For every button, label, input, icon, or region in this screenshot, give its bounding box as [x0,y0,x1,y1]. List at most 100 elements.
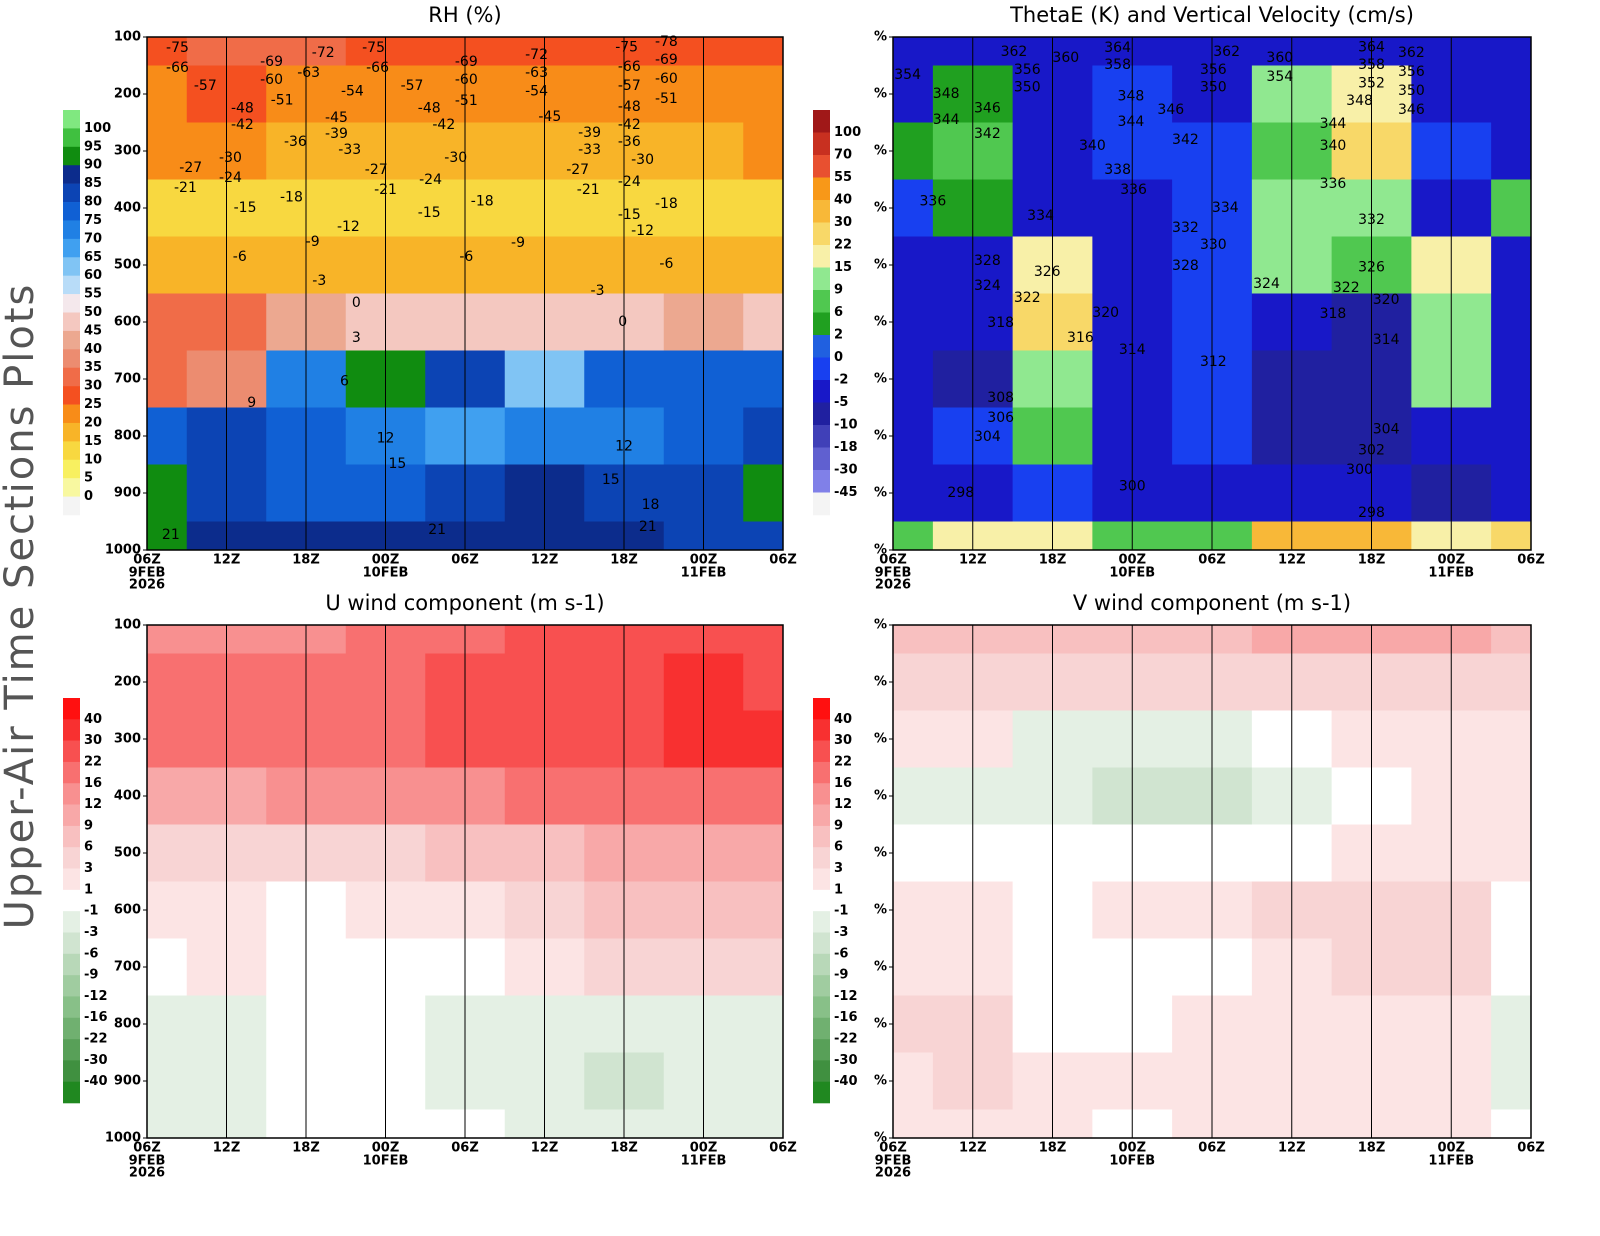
colorbar-label: 30 [84,733,102,748]
contour-label: 336 [1320,176,1347,192]
y-tick-label: 700 [114,372,141,387]
colorbar-label: 12 [84,797,102,812]
cell [893,710,934,768]
colorbar-label: 0 [834,350,843,365]
contour-label: -60 [260,72,283,88]
contour-label: 18 [642,497,660,513]
contour-label: 316 [1067,330,1094,346]
contour-label: 346 [974,100,1001,116]
contour-label: 322 [1014,290,1041,306]
cell [893,521,934,551]
colorbar-box [813,889,830,912]
contour-label: -57 [618,78,641,94]
colorbar-box [813,357,830,381]
contour-label: 12 [615,438,633,454]
colorbar-box [63,804,80,827]
date-label: 9FEB [875,1154,912,1169]
colorbar-label: -9 [84,968,98,983]
y-tick-label: 900 [114,486,141,501]
contour-label: 326 [1034,264,1061,280]
cell [743,881,784,939]
colorbar-box [813,975,830,997]
contour-label: -66 [618,59,641,75]
y-tick-label: % [874,789,887,804]
colorbar-box [813,825,830,848]
date-label: 2026 [129,1166,165,1181]
contour-label: -78 [655,34,678,50]
cell [743,407,784,465]
contour-label: 298 [1358,505,1385,521]
y-tick-label: 400 [114,789,141,804]
y-tick-label: % [874,675,887,690]
cell [893,179,934,237]
contour-label: 344 [1118,114,1145,130]
contour-label: -24 [618,174,641,190]
colorbar-box [63,128,80,148]
cell [743,464,784,522]
cell [1491,1109,1532,1139]
contour-label: 356 [1200,62,1227,78]
contour-label: -51 [271,92,294,108]
cell [743,995,784,1053]
contour-label: -12 [631,223,654,239]
cell [147,521,188,551]
cell [893,1052,934,1110]
cell [147,350,188,408]
colorbar-box [63,165,80,184]
contour-label: 336 [920,194,947,210]
cell [743,65,784,123]
colorbar-label: -16 [84,1010,108,1025]
colorbar-box [813,719,830,741]
cell [743,824,784,882]
contour-label: -57 [401,78,424,94]
y-tick-label: 300 [114,144,141,159]
contour-label: -51 [655,91,678,107]
contour-label: -36 [284,134,307,150]
contour-label: 300 [1346,462,1373,478]
contour-label: -54 [341,84,364,100]
cell [147,65,188,123]
colorbar-label: 55 [834,170,852,185]
contour-label: 304 [1373,422,1400,438]
contour-label: -42 [618,117,641,133]
contour-label: -15 [618,207,641,223]
y-tick-label: % [874,1131,887,1146]
colorbar-label: -9 [834,968,848,983]
contour-label: -57 [194,78,217,94]
colorbar-label: 6 [834,305,843,320]
colorbar-label: -18 [834,440,858,455]
y-tick-label: % [874,258,887,273]
contour-label: -27 [365,162,388,178]
contour-label: 350 [1014,80,1041,96]
cell [1491,824,1532,882]
cell [1491,1052,1532,1110]
colorbar-box [63,847,80,869]
y-tick-label: % [874,1074,887,1089]
cell [1491,995,1532,1053]
colorbar-box [63,312,80,332]
cell [147,767,188,825]
x-tick-label: 12Z [1278,1141,1306,1156]
colorbar-box [813,402,830,426]
contour-label: 6 [340,373,349,389]
chart-title: ThetaE (K) and Vertical Velocity (cm/s) [1009,3,1414,27]
colorbar-label: 85 [84,176,102,191]
colorbar-box [63,275,80,295]
colorbar-box [813,1060,830,1082]
date-label: 9FEB [875,566,912,581]
colorbar-box [813,312,830,336]
date-label: 11FEB [1428,566,1474,581]
contour-label: 358 [1104,57,1131,73]
cell [1491,65,1532,123]
contour-label: -60 [655,71,678,87]
colorbar-label: -6 [834,946,848,961]
x-tick-label: 06Z [1198,1141,1226,1156]
cell [893,464,934,522]
colorbar-label: 22 [84,754,102,769]
colorbar-label: 20 [84,415,102,430]
y-tick-label: 400 [114,201,141,216]
contour-label: -27 [566,162,589,178]
contour-label: -6 [233,249,247,265]
contour-label: 324 [974,278,1001,294]
y-tick-label: 100 [114,618,141,633]
